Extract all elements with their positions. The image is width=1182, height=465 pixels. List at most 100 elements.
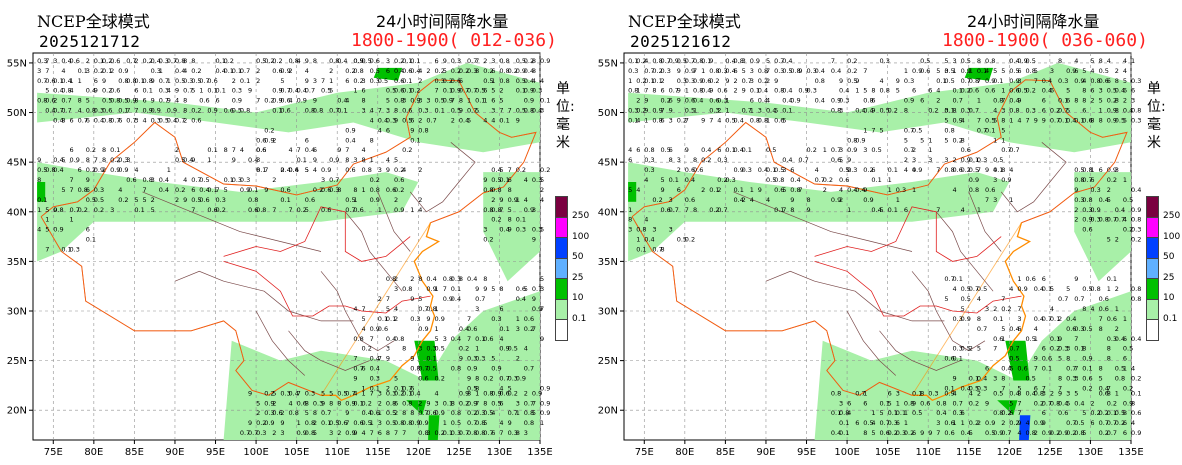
svg-text:0.8: 0.8 — [402, 285, 412, 293]
svg-text:0.8: 0.8 — [790, 67, 800, 75]
svg-text:4: 4 — [912, 166, 916, 174]
svg-text:0.7: 0.7 — [70, 206, 80, 214]
light-rain-area — [628, 191, 685, 262]
svg-text:6: 6 — [961, 409, 965, 417]
svg-text:1: 1 — [863, 389, 867, 397]
svg-text:1: 1 — [353, 196, 357, 204]
svg-text:0.2: 0.2 — [483, 67, 493, 75]
svg-text:3: 3 — [443, 335, 447, 343]
svg-text:8: 8 — [183, 97, 187, 105]
svg-text:0.5: 0.5 — [386, 419, 396, 427]
svg-text:0.5: 0.5 — [435, 345, 445, 353]
svg-text:0.6: 0.6 — [256, 146, 266, 154]
svg-text:0.3: 0.3 — [1090, 216, 1100, 224]
svg-text:3: 3 — [1017, 77, 1021, 85]
svg-text:9: 9 — [1074, 275, 1078, 283]
svg-text:5: 5 — [45, 206, 49, 214]
svg-text:0.3: 0.3 — [1131, 226, 1141, 234]
svg-text:0.6: 0.6 — [70, 57, 80, 65]
svg-text:4: 4 — [880, 77, 884, 85]
svg-text:0.4: 0.4 — [855, 186, 865, 194]
svg-text:0.4: 0.4 — [734, 196, 744, 204]
svg-text:1: 1 — [362, 389, 366, 397]
svg-text:0.3: 0.3 — [426, 345, 436, 353]
svg-text:0.9: 0.9 — [524, 206, 534, 214]
svg-text:0.3: 0.3 — [1058, 345, 1068, 353]
svg-text:0.5: 0.5 — [1123, 345, 1133, 353]
svg-text:2: 2 — [280, 166, 284, 174]
svg-text:0.6: 0.6 — [1099, 295, 1109, 303]
svg-text:0.4: 0.4 — [1042, 87, 1052, 95]
svg-text:1: 1 — [353, 87, 357, 95]
svg-text:0.4: 0.4 — [1066, 315, 1076, 323]
svg-text:0.1: 0.1 — [1058, 117, 1068, 125]
svg-text:0.6: 0.6 — [353, 419, 363, 427]
svg-text:8: 8 — [1099, 57, 1103, 65]
svg-text:0.2: 0.2 — [969, 399, 979, 407]
svg-text:9: 9 — [459, 355, 463, 363]
svg-text:0.3: 0.3 — [264, 409, 274, 417]
svg-text:1: 1 — [159, 67, 163, 75]
svg-text:0.3: 0.3 — [232, 176, 242, 184]
svg-text:5: 5 — [888, 399, 892, 407]
svg-text:9: 9 — [426, 399, 430, 407]
svg-text:0.5: 0.5 — [516, 107, 526, 115]
svg-text:0.1: 0.1 — [102, 67, 112, 75]
svg-text:0.8: 0.8 — [491, 206, 501, 214]
svg-text:1: 1 — [378, 206, 382, 214]
svg-text:0.2: 0.2 — [709, 206, 719, 214]
svg-text:6: 6 — [888, 389, 892, 397]
svg-text:5: 5 — [1001, 126, 1005, 134]
lat-tick-label: 50N — [7, 108, 27, 119]
svg-text:0.2: 0.2 — [175, 186, 185, 194]
legend-swatch — [555, 298, 568, 320]
svg-text:4: 4 — [953, 285, 957, 293]
svg-text:1: 1 — [701, 67, 705, 75]
svg-text:0.9: 0.9 — [499, 345, 509, 353]
svg-text:1: 1 — [1034, 335, 1038, 343]
svg-text:0.4: 0.4 — [1066, 117, 1076, 125]
svg-text:0.8: 0.8 — [815, 77, 825, 85]
svg-text:4: 4 — [240, 146, 244, 154]
svg-text:2: 2 — [1115, 325, 1119, 333]
svg-text:7: 7 — [993, 345, 997, 353]
svg-text:0.4: 0.4 — [53, 156, 63, 164]
svg-text:0.9: 0.9 — [863, 196, 873, 204]
svg-text:0.8: 0.8 — [1082, 166, 1092, 174]
svg-text:0.5: 0.5 — [378, 77, 388, 85]
svg-text:0.7: 0.7 — [345, 206, 355, 214]
svg-text:0.9: 0.9 — [321, 166, 331, 174]
svg-text:8: 8 — [37, 176, 41, 184]
svg-text:0.7: 0.7 — [321, 409, 331, 417]
svg-text:0.6: 0.6 — [297, 399, 307, 407]
svg-text:0.6: 0.6 — [280, 107, 290, 115]
province-boundary — [733, 191, 913, 252]
svg-text:0.7: 0.7 — [467, 87, 477, 95]
svg-text:2: 2 — [823, 186, 827, 194]
svg-text:5: 5 — [782, 117, 786, 125]
svg-text:0.9: 0.9 — [118, 67, 128, 75]
coastline — [912, 222, 1032, 402]
svg-text:1: 1 — [435, 325, 439, 333]
svg-text:1: 1 — [207, 156, 211, 164]
svg-text:3: 3 — [1066, 389, 1070, 397]
svg-text:6: 6 — [863, 399, 867, 407]
svg-text:9: 9 — [1034, 355, 1038, 363]
svg-text:4: 4 — [839, 186, 843, 194]
svg-text:0.6: 0.6 — [985, 186, 995, 194]
svg-text:0.8: 0.8 — [78, 186, 88, 194]
svg-text:7: 7 — [661, 107, 665, 115]
svg-text:0.6: 0.6 — [993, 335, 1003, 343]
svg-text:0.6: 0.6 — [1099, 305, 1109, 313]
svg-text:0.1: 0.1 — [896, 409, 906, 417]
svg-text:9: 9 — [459, 107, 463, 115]
svg-text:3: 3 — [758, 107, 762, 115]
svg-text:0.9: 0.9 — [459, 389, 469, 397]
svg-text:0.4: 0.4 — [1074, 399, 1084, 407]
svg-text:0.8: 0.8 — [499, 57, 509, 65]
svg-text:0.4: 0.4 — [370, 365, 380, 373]
svg-text:0.5: 0.5 — [677, 236, 687, 244]
svg-text:7: 7 — [1099, 315, 1103, 323]
svg-text:7: 7 — [264, 166, 268, 174]
svg-text:0.9: 0.9 — [961, 156, 971, 164]
